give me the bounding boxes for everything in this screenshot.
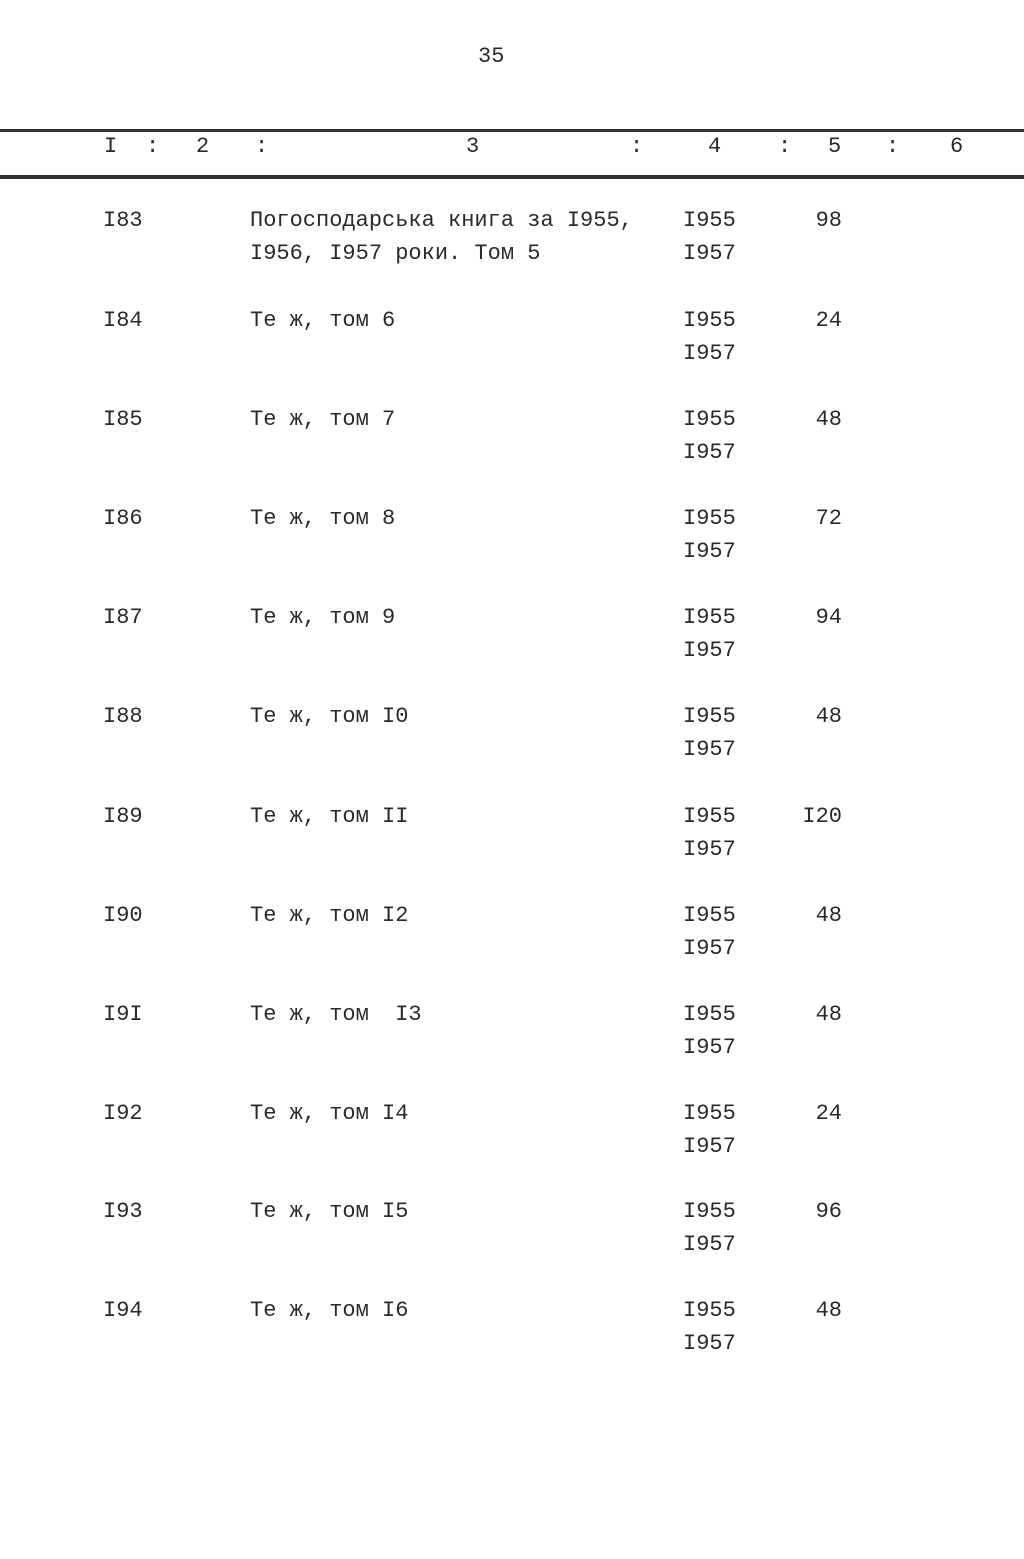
- year-start: I955: [683, 1199, 736, 1224]
- year-start: I955: [683, 804, 736, 829]
- header-column-6: 6: [950, 134, 964, 159]
- sheet-count: 48: [815, 407, 842, 432]
- year-end: I957: [683, 1134, 736, 1159]
- sheet-count: I20: [802, 804, 842, 829]
- year-end: I957: [683, 638, 736, 663]
- year-end: I957: [683, 241, 736, 266]
- sheet-count: 72: [815, 506, 842, 531]
- header-bottom-rule: [0, 175, 1024, 179]
- item-title: Те ж, том I6: [250, 1298, 409, 1323]
- year-start: I955: [683, 506, 736, 531]
- table-row: I9I Те ж, том I3 I955 I957 48: [0, 1002, 1024, 1082]
- year-start: I955: [683, 407, 736, 432]
- item-title: Погосподарська книга за I955,: [250, 208, 633, 233]
- table-row: I92 Те ж, том I4 I955 I957 24: [0, 1101, 1024, 1181]
- year-start: I955: [683, 704, 736, 729]
- sheet-count: 48: [815, 903, 842, 928]
- item-number: I92: [103, 1101, 143, 1126]
- item-number: I87: [103, 605, 143, 630]
- item-number: I93: [103, 1199, 143, 1224]
- year-start: I955: [683, 1298, 736, 1323]
- header-column-5: 5: [828, 134, 842, 159]
- item-title: Те ж, том I3: [250, 1002, 422, 1027]
- sheet-count: 94: [815, 605, 842, 630]
- item-number: I86: [103, 506, 143, 531]
- year-end: I957: [683, 341, 736, 366]
- item-title: Те ж, том 8: [250, 506, 396, 531]
- item-number: I85: [103, 407, 143, 432]
- item-title: Те ж, том I5: [250, 1199, 409, 1224]
- year-end: I957: [683, 1232, 736, 1257]
- year-start: I955: [683, 903, 736, 928]
- year-start: I955: [683, 308, 736, 333]
- table-row: I84 Те ж, том 6 I955 I957 24: [0, 308, 1024, 388]
- sheet-count: 48: [815, 704, 842, 729]
- sheet-count: 96: [815, 1199, 842, 1224]
- table-row: I85 Те ж, том 7 I955 I957 48: [0, 407, 1024, 487]
- header-separator: :: [886, 134, 900, 159]
- table-row: I88 Те ж, том I0 I955 I957 48: [0, 704, 1024, 784]
- table-row: I89 Те ж, том II I955 I957 I20: [0, 804, 1024, 884]
- sheet-count: 24: [815, 308, 842, 333]
- year-end: I957: [683, 440, 736, 465]
- sheet-count: 48: [815, 1298, 842, 1323]
- item-title: Те ж, том 7: [250, 407, 396, 432]
- table-row: I86 Те ж, том 8 I955 I957 72: [0, 506, 1024, 586]
- year-end: I957: [683, 1035, 736, 1060]
- header-column-3: 3: [466, 134, 480, 159]
- header-column-2: 2: [196, 134, 210, 159]
- sheet-count: 24: [815, 1101, 842, 1126]
- item-title: I956, I957 роки. Том 5: [250, 241, 541, 266]
- year-start: I955: [683, 1101, 736, 1126]
- item-number: I9I: [103, 1002, 143, 1027]
- item-number: I90: [103, 903, 143, 928]
- header-separator: :: [146, 134, 160, 159]
- item-number: I83: [103, 208, 143, 233]
- year-end: I957: [683, 936, 736, 961]
- item-number: I88: [103, 704, 143, 729]
- item-number: I89: [103, 804, 143, 829]
- year-start: I955: [683, 1002, 736, 1027]
- header-separator: :: [630, 134, 644, 159]
- item-title: Те ж, том II: [250, 804, 409, 829]
- year-end: I957: [683, 539, 736, 564]
- header-column-1: I: [104, 134, 118, 159]
- year-end: I957: [683, 837, 736, 862]
- item-title: Те ж, том I4: [250, 1101, 409, 1126]
- table-row: I94 Те ж, том I6 I955 I957 48: [0, 1298, 1024, 1378]
- sheet-count: 98: [815, 208, 842, 233]
- item-number: I94: [103, 1298, 143, 1323]
- item-title: Те ж, том 6: [250, 308, 396, 333]
- year-start: I955: [683, 208, 736, 233]
- header-separator: :: [778, 134, 792, 159]
- year-end: I957: [683, 737, 736, 762]
- item-title: Те ж, том I2: [250, 903, 409, 928]
- table-row: I83 Погосподарська книга за I955, I956, I9…: [0, 208, 1024, 288]
- item-title: Те ж, том I0: [250, 704, 409, 729]
- table-row: I90 Те ж, том I2 I955 I957 48: [0, 903, 1024, 983]
- header-separator: :: [255, 134, 269, 159]
- item-number: I84: [103, 308, 143, 333]
- header-top-rule: [0, 129, 1024, 132]
- page-number: 35: [478, 44, 505, 69]
- table-row: I87 Те ж, том 9 I955 I957 94: [0, 605, 1024, 685]
- sheet-count: 48: [815, 1002, 842, 1027]
- year-end: I957: [683, 1331, 736, 1356]
- year-start: I955: [683, 605, 736, 630]
- header-column-4: 4: [708, 134, 722, 159]
- table-row: I93 Те ж, том I5 I955 I957 96: [0, 1199, 1024, 1279]
- item-title: Те ж, том 9: [250, 605, 396, 630]
